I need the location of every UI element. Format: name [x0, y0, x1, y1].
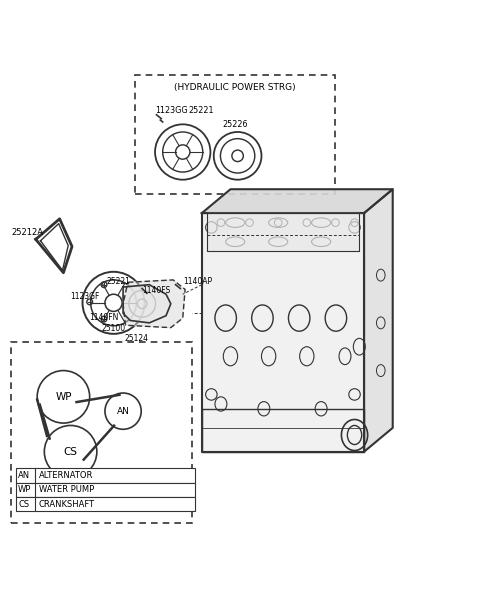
Text: 25221: 25221	[189, 105, 214, 115]
Text: CS: CS	[18, 500, 29, 509]
Text: 1123GG: 1123GG	[155, 105, 188, 115]
Polygon shape	[123, 280, 185, 328]
Polygon shape	[202, 189, 393, 213]
Polygon shape	[202, 213, 364, 451]
FancyBboxPatch shape	[11, 342, 192, 523]
Text: WP: WP	[18, 486, 32, 495]
Text: 1123GF: 1123GF	[71, 292, 100, 301]
Text: WATER PUMP: WATER PUMP	[38, 486, 94, 495]
Bar	[16, 497, 195, 511]
Text: 25124: 25124	[124, 334, 148, 343]
Text: CS: CS	[63, 447, 78, 457]
Text: 25100: 25100	[102, 324, 126, 333]
Text: 1140AP: 1140AP	[183, 277, 212, 286]
Polygon shape	[206, 213, 360, 251]
Text: 25226: 25226	[223, 120, 248, 129]
Text: 25212A: 25212A	[11, 228, 43, 237]
Text: ALTERNATOR: ALTERNATOR	[38, 471, 93, 480]
Text: AN: AN	[18, 471, 30, 480]
Bar	[16, 468, 195, 483]
Polygon shape	[364, 189, 393, 451]
Text: WP: WP	[55, 392, 72, 402]
Text: 1140FN: 1140FN	[90, 313, 119, 322]
Text: 25221: 25221	[107, 277, 130, 286]
Text: (HYDRAULIC POWER STRG): (HYDRAULIC POWER STRG)	[174, 83, 296, 92]
Bar	[16, 483, 195, 497]
Text: CRANKSHAFT: CRANKSHAFT	[38, 500, 95, 509]
FancyBboxPatch shape	[135, 75, 336, 194]
Text: 1140FS: 1140FS	[142, 286, 170, 295]
Text: AN: AN	[117, 407, 130, 416]
Polygon shape	[123, 285, 171, 323]
